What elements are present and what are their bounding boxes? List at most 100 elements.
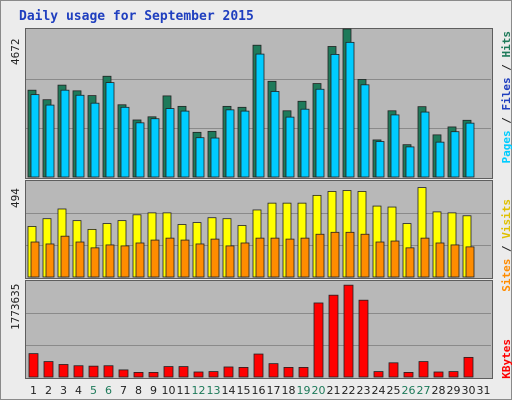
x-tick-label-13: 13 bbox=[207, 384, 221, 397]
bar-kbytes-day-5 bbox=[88, 365, 99, 378]
bar-kbytes-day-10 bbox=[163, 366, 174, 378]
bar-kbytes-day-15 bbox=[238, 366, 249, 378]
legend-sep-2: / bbox=[500, 57, 512, 78]
bar-sites-day-9 bbox=[150, 239, 160, 278]
bar-sites-day-2 bbox=[45, 243, 55, 278]
bar-kbytes-day-8 bbox=[133, 372, 144, 378]
bar-kbytes-day-22 bbox=[343, 284, 354, 378]
x-tick-label-29: 29 bbox=[447, 384, 461, 397]
bar-files-day-29 bbox=[450, 131, 460, 178]
bar-files-day-13 bbox=[210, 137, 220, 178]
bar-sites-day-25 bbox=[390, 240, 400, 278]
legend-files: Files bbox=[500, 77, 512, 111]
bar-files-day-2 bbox=[45, 104, 55, 178]
bar-files-day-12 bbox=[195, 137, 205, 178]
x-tick-label-8: 8 bbox=[135, 384, 142, 397]
x-tick-label-6: 6 bbox=[105, 384, 112, 397]
bar-files-day-14 bbox=[225, 109, 235, 178]
bar-sites-day-1 bbox=[30, 241, 40, 278]
bar-files-day-28 bbox=[435, 141, 445, 178]
bar-files-day-15 bbox=[240, 110, 250, 178]
x-tick-label-4: 4 bbox=[75, 384, 82, 397]
bar-files-day-1 bbox=[30, 94, 40, 178]
bar-kbytes-day-9 bbox=[148, 372, 159, 378]
bar-files-day-16 bbox=[255, 53, 265, 178]
bar-kbytes-day-20 bbox=[313, 302, 324, 378]
x-tick-label-3: 3 bbox=[60, 384, 67, 397]
x-tick-label-10: 10 bbox=[162, 384, 176, 397]
bar-kbytes-day-27 bbox=[418, 361, 429, 378]
bar-kbytes-day-26 bbox=[403, 372, 414, 378]
bar-files-day-20 bbox=[315, 88, 325, 178]
bar-sites-day-4 bbox=[75, 241, 85, 278]
bar-files-day-17 bbox=[270, 91, 280, 178]
x-tick-label-15: 15 bbox=[237, 384, 251, 397]
legend-kbytes: KBytes bbox=[500, 339, 512, 379]
bar-sites-day-21 bbox=[330, 231, 340, 278]
bar-kbytes-day-4 bbox=[73, 365, 84, 378]
bar-kbytes-day-12 bbox=[193, 371, 204, 378]
bar-sites-day-14 bbox=[225, 245, 235, 278]
legend-sep-1: / bbox=[500, 110, 512, 131]
bar-files-day-9 bbox=[150, 118, 160, 178]
bar-sites-day-20 bbox=[315, 233, 325, 278]
bar-sites-day-26 bbox=[405, 247, 415, 278]
bar-kbytes-day-16 bbox=[253, 353, 264, 378]
x-tick-label-21: 21 bbox=[327, 384, 341, 397]
bar-sites-day-27 bbox=[420, 237, 430, 278]
bar-files-day-10 bbox=[165, 108, 175, 178]
bar-files-day-30 bbox=[465, 122, 475, 178]
bar-sites-day-5 bbox=[90, 247, 100, 278]
x-tick-label-19: 19 bbox=[297, 384, 311, 397]
bar-sites-day-24 bbox=[375, 241, 385, 278]
legend-kbytes-label: KBytes bbox=[500, 339, 512, 379]
bar-sites-day-17 bbox=[270, 237, 280, 278]
bar-sites-day-18 bbox=[285, 238, 295, 278]
legend-hits-files-pages: Pages / Files / Hits bbox=[500, 31, 512, 164]
bar-sites-day-3 bbox=[60, 235, 70, 278]
bar-kbytes-day-29 bbox=[448, 371, 459, 378]
x-tick-label-7: 7 bbox=[120, 384, 127, 397]
x-tick-label-16: 16 bbox=[252, 384, 266, 397]
bar-files-day-23 bbox=[360, 84, 370, 178]
bar-files-day-19 bbox=[300, 108, 310, 178]
x-tick-label-5: 5 bbox=[90, 384, 97, 397]
legend-visits: Visits bbox=[500, 199, 512, 239]
x-tick-label-26: 26 bbox=[402, 384, 416, 397]
x-tick-label-1: 1 bbox=[30, 384, 37, 397]
ymax-label-visits: 494 bbox=[9, 188, 22, 208]
bar-kbytes-day-19 bbox=[298, 366, 309, 378]
legend-sep-3: / bbox=[500, 238, 512, 259]
bar-kbytes-day-3 bbox=[58, 364, 69, 378]
bar-kbytes-day-14 bbox=[223, 366, 234, 378]
bar-sites-day-23 bbox=[360, 233, 370, 278]
x-tick-label-28: 28 bbox=[432, 384, 446, 397]
x-tick-label-25: 25 bbox=[387, 384, 401, 397]
x-tick-label-11: 11 bbox=[177, 384, 191, 397]
bar-sites-day-16 bbox=[255, 237, 265, 278]
x-tick-label-22: 22 bbox=[342, 384, 356, 397]
x-tick-label-30: 30 bbox=[462, 384, 476, 397]
bar-files-day-11 bbox=[180, 110, 190, 178]
bar-kbytes-day-7 bbox=[118, 369, 129, 378]
bar-files-day-3 bbox=[60, 89, 70, 178]
bar-kbytes-day-18 bbox=[283, 366, 294, 378]
chart-title: Daily usage for September 2015 bbox=[19, 9, 254, 24]
bar-sites-day-30 bbox=[465, 246, 475, 278]
x-tick-label-18: 18 bbox=[282, 384, 296, 397]
bar-sites-day-12 bbox=[195, 243, 205, 278]
legend-hits: Hits bbox=[500, 31, 512, 58]
bar-kbytes-day-24 bbox=[373, 371, 384, 378]
x-tick-label-23: 23 bbox=[357, 384, 371, 397]
bar-sites-day-11 bbox=[180, 239, 190, 278]
bar-files-day-7 bbox=[120, 106, 130, 178]
bar-files-day-8 bbox=[135, 122, 145, 178]
bar-files-day-27 bbox=[420, 111, 430, 178]
bar-kbytes-day-2 bbox=[43, 361, 54, 378]
bar-sites-day-29 bbox=[450, 244, 460, 278]
bar-files-day-5 bbox=[90, 102, 100, 178]
x-tick-label-14: 14 bbox=[222, 384, 236, 397]
bar-kbytes-day-17 bbox=[268, 363, 279, 378]
bar-files-day-21 bbox=[330, 54, 340, 178]
